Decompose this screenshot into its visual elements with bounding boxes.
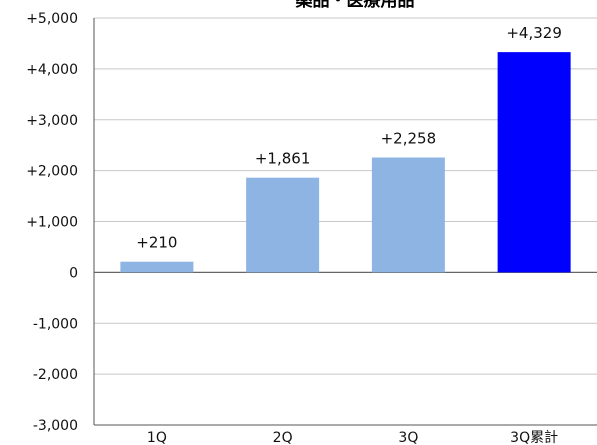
bar	[120, 261, 194, 273]
y-tick-label: +3,000	[26, 113, 78, 129]
gridlines	[94, 17, 597, 375]
y-tick-label: -3,000	[33, 418, 78, 434]
data-label: +210	[136, 234, 177, 252]
y-tick-label: +2,000	[26, 164, 78, 180]
y-tick-labels: +5,000 +4,000 +3,000 +2,000 +1,000 0 -1,000 -2,…	[26, 11, 78, 434]
y-tick-label: -2,000	[33, 367, 78, 383]
y-tick-label: -1,000	[33, 316, 78, 332]
bars	[120, 52, 571, 273]
x-tick-label: 2Q	[273, 430, 293, 445]
data-label: +1,861	[255, 150, 311, 168]
x-tick-label: 3Q累計	[510, 430, 558, 445]
data-labels: +210 +1,861 +2,258 +4,329	[136, 24, 562, 252]
bar	[371, 157, 445, 273]
y-tick-label: +4,000	[26, 62, 78, 78]
y-tick-label: 0	[69, 265, 78, 281]
chart-title: 薬品・医療用品	[296, 0, 415, 11]
bar	[246, 177, 320, 273]
data-label: +4,329	[506, 24, 562, 42]
y-tick-label: +5,000	[26, 11, 78, 27]
bar	[497, 52, 571, 273]
y-tick-label: +1,000	[26, 215, 78, 231]
x-tick-labels: 1Q 2Q 3Q 3Q累計	[147, 430, 558, 445]
data-label: +2,258	[381, 129, 437, 147]
x-tick-label: 3Q	[398, 430, 418, 445]
x-tick-label: 1Q	[147, 430, 167, 445]
